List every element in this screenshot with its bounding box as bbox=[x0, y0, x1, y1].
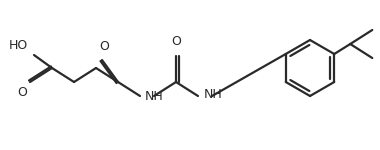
Text: O: O bbox=[17, 86, 27, 99]
Text: O: O bbox=[171, 35, 181, 48]
Text: NH: NH bbox=[204, 88, 223, 102]
Text: NH: NH bbox=[145, 90, 164, 104]
Text: HO: HO bbox=[9, 39, 28, 52]
Text: O: O bbox=[99, 40, 109, 53]
